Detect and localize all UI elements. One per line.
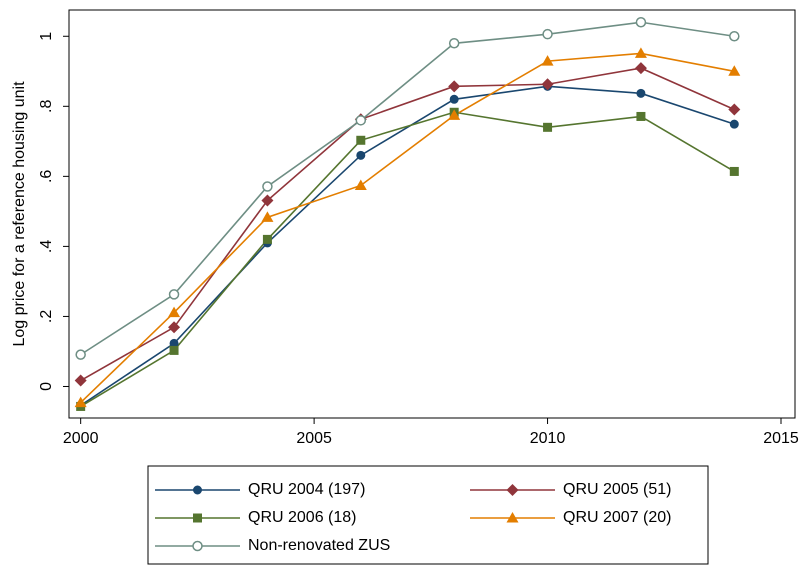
point xyxy=(261,211,274,222)
point xyxy=(74,396,87,408)
y-axis-label: Log price for a reference housing unit xyxy=(11,81,28,347)
point xyxy=(448,109,461,120)
point xyxy=(543,122,553,132)
y-tick-label: .6 xyxy=(38,170,55,183)
point xyxy=(636,111,646,121)
point xyxy=(542,28,553,40)
point xyxy=(729,31,740,42)
point xyxy=(634,62,647,75)
point xyxy=(355,115,367,126)
point xyxy=(262,181,273,192)
point xyxy=(729,166,739,176)
point xyxy=(449,94,459,104)
series-line xyxy=(80,52,735,404)
point xyxy=(262,234,272,244)
y-tick-label: 1 xyxy=(38,32,55,41)
series-line xyxy=(80,21,735,356)
legend-label: QRU 2005 (51) xyxy=(563,481,672,498)
point xyxy=(728,65,741,76)
point xyxy=(729,119,739,129)
legend-label: Non-renovated ZUS xyxy=(248,537,390,554)
y-tick-label: 0 xyxy=(38,382,55,391)
legend-box xyxy=(147,465,709,565)
point xyxy=(448,38,460,49)
legend-label: QRU 2007 (20) xyxy=(563,509,672,526)
point xyxy=(168,289,180,300)
point xyxy=(354,179,367,190)
point xyxy=(728,103,741,116)
point xyxy=(541,78,554,91)
y-tick-label: .4 xyxy=(38,240,55,253)
point xyxy=(193,485,202,495)
series-line xyxy=(80,67,735,382)
point xyxy=(356,150,366,160)
point xyxy=(168,321,181,334)
point xyxy=(261,194,274,207)
point xyxy=(541,55,554,66)
point xyxy=(636,88,646,98)
plot-frame xyxy=(68,9,796,419)
series-line xyxy=(80,111,735,408)
x-tick-label: 2000 xyxy=(63,430,99,447)
point xyxy=(75,349,86,360)
legend-label: QRU 2006 (18) xyxy=(248,509,357,526)
point xyxy=(506,512,519,523)
legend-label: QRU 2004 (197) xyxy=(248,481,365,498)
point xyxy=(168,306,181,318)
point xyxy=(448,80,461,93)
point xyxy=(635,17,647,28)
point xyxy=(192,540,203,552)
x-tick-label: 2005 xyxy=(296,430,332,447)
x-tick-label: 2015 xyxy=(763,430,799,447)
y-tick-label: .8 xyxy=(38,100,55,113)
point xyxy=(634,47,647,58)
point xyxy=(356,135,366,145)
x-tick-label: 2010 xyxy=(530,430,566,447)
y-tick-label: .2 xyxy=(38,310,55,323)
point xyxy=(169,345,179,355)
series-line xyxy=(80,85,735,407)
point xyxy=(74,374,87,387)
point xyxy=(506,484,519,496)
point xyxy=(193,513,202,523)
